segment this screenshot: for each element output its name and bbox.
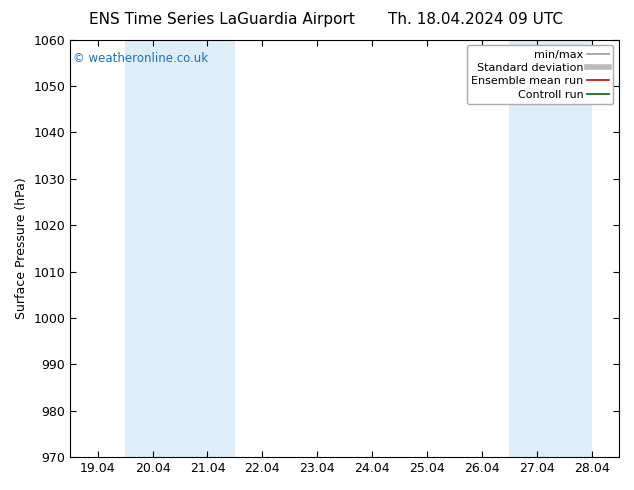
Bar [509,40,592,457]
Legend: min/max, Standard deviation, Ensemble mean run, Controll run: min/max, Standard deviation, Ensemble me… [467,45,614,104]
Bar [125,40,235,457]
Text: Th. 18.04.2024 09 UTC: Th. 18.04.2024 09 UTC [388,12,563,27]
Text: ENS Time Series LaGuardia Airport: ENS Time Series LaGuardia Airport [89,12,355,27]
Y-axis label: Surface Pressure (hPa): Surface Pressure (hPa) [15,177,28,319]
Text: © weatheronline.co.uk: © weatheronline.co.uk [73,52,208,65]
